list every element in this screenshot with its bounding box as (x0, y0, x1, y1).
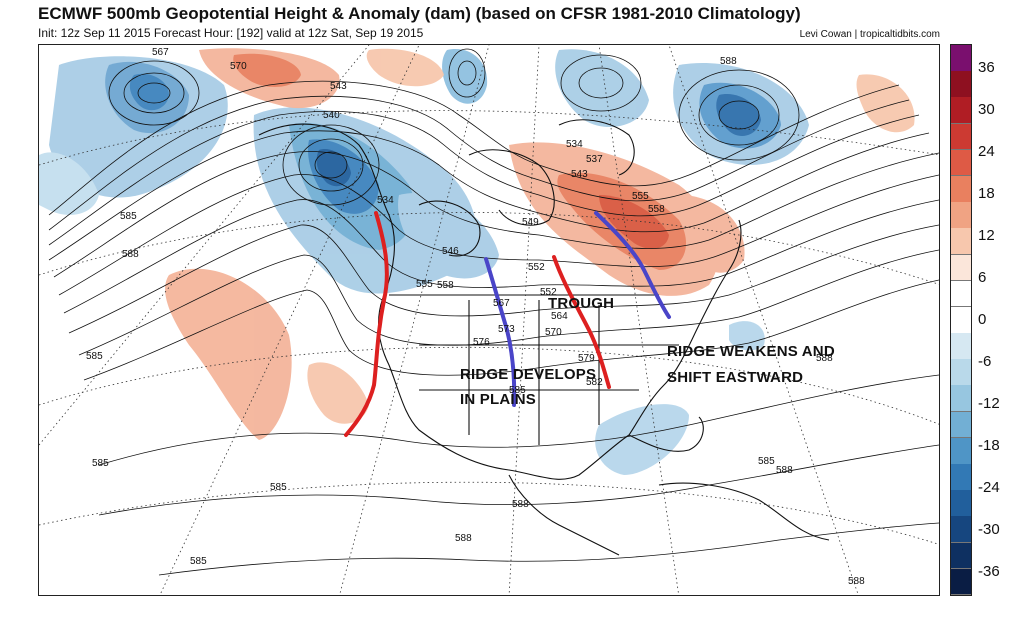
colorbar-segment (951, 542, 971, 570)
contour-label: 588 (848, 576, 865, 587)
colorbar-tick-label: 30 (978, 101, 995, 118)
colorbar-segment (951, 464, 971, 491)
contour-label: 546 (442, 246, 459, 257)
colorbar-tick-label: -36 (978, 563, 1000, 580)
colorbar-segment (951, 228, 971, 256)
map-subtitle: Init: 12z Sep 11 2015 Forecast Hour: [19… (38, 26, 424, 40)
height-contours (48, 48, 939, 576)
contour-label: 534 (566, 139, 583, 150)
colorbar-segment (951, 306, 971, 334)
contour-label: 588 (720, 56, 737, 67)
colorbar-segment (951, 359, 971, 386)
colorbar-segment (951, 385, 971, 413)
contour-label: 537 (586, 154, 603, 165)
contour-label: 582 (586, 377, 603, 388)
colorbar-segment (951, 254, 971, 282)
contour-label: 540 (323, 110, 340, 121)
colorbar-tick-label: 36 (978, 59, 995, 76)
colorbar-tick-label: 24 (978, 143, 995, 160)
contour-label: 576 (473, 337, 490, 348)
credit-text: Levi Cowan | tropicaltidbits.com (799, 29, 940, 40)
colorbar-segment (951, 97, 971, 125)
contour-label: 585 (86, 351, 103, 362)
colorbar-tick-label: -6 (978, 353, 992, 370)
ridge-axes (484, 211, 671, 407)
map-canvas (39, 45, 939, 595)
colorbar-segment (951, 411, 971, 439)
contour-label: 555 (632, 191, 649, 202)
annotation-ridge-plains-line2: IN PLAINS (460, 391, 536, 408)
contour-label: 543 (330, 81, 347, 92)
contour-label: 588 (455, 533, 472, 544)
contour-label: 585 (120, 211, 137, 222)
colorbar-segment (951, 333, 971, 360)
coastlines (258, 119, 830, 556)
contour-label: 549 (522, 217, 539, 228)
map-panel (38, 44, 940, 596)
colorbar-tick-label: -12 (978, 395, 1000, 412)
colorbar-segment (951, 437, 971, 465)
colorbar-tick-label: 18 (978, 185, 995, 202)
colorbar-segment (951, 175, 971, 203)
contour-label: 558 (648, 204, 665, 215)
contour-label: 543 (571, 169, 588, 180)
annotation-ridge-east-line1: RIDGE WEAKENS AND (667, 343, 835, 360)
contour-label: 567 (493, 298, 510, 309)
colorbar-tick-label: 12 (978, 227, 995, 244)
colorbar-segment (951, 149, 971, 177)
contour-label: 534 (377, 195, 394, 206)
colorbar-segment (951, 123, 971, 151)
contour-label: 567 (152, 47, 169, 58)
colorbar-tick-label: -24 (978, 479, 1000, 496)
contour-label: 552 (528, 262, 545, 273)
contour-label: 588 (776, 465, 793, 476)
contour-label: 579 (578, 353, 595, 364)
colorbar-tick-label: -30 (978, 521, 1000, 538)
contour-label: 585 (92, 458, 109, 469)
colorbar-segment (951, 202, 971, 229)
colorbar-segment (951, 45, 971, 72)
contour-label: 570 (545, 327, 562, 338)
contour-label: 588 (512, 499, 529, 510)
contour-label: 585 (758, 456, 775, 467)
contour-label: 555 (416, 279, 433, 290)
annotation-trough: TROUGH (548, 295, 615, 312)
colorbar-tick-label: -18 (978, 437, 1000, 454)
contour-label: 570 (230, 61, 247, 72)
contour-label: 564 (551, 311, 568, 322)
annotation-ridge-plains-line1: RIDGE DEVELOPS (460, 366, 597, 383)
colorbar-segment (951, 490, 971, 517)
colorbar-segment (951, 71, 971, 98)
colorbar-segment (951, 516, 971, 544)
colorbar-tick-label: 0 (978, 311, 987, 328)
contour-label: 558 (437, 280, 454, 291)
contour-label: 588 (122, 249, 139, 260)
contour-label: 585 (509, 385, 526, 396)
contour-label: 573 (498, 324, 515, 335)
contour-label: 585 (190, 556, 207, 567)
contour-label: 585 (270, 482, 287, 493)
colorbar-segment (951, 280, 971, 308)
colorbar-tick-label: 6 (978, 269, 987, 286)
annotation-ridge-east-line2: SHIFT EASTWARD (667, 369, 804, 386)
map-title: ECMWF 500mb Geopotential Height & Anomal… (38, 4, 801, 23)
negative-anomaly-shading (39, 49, 809, 475)
colorbar (950, 44, 972, 596)
trough-axes (344, 211, 611, 437)
contour-label: 552 (540, 287, 557, 298)
contour-label: 588 (816, 353, 833, 364)
colorbar-segment (951, 568, 971, 596)
